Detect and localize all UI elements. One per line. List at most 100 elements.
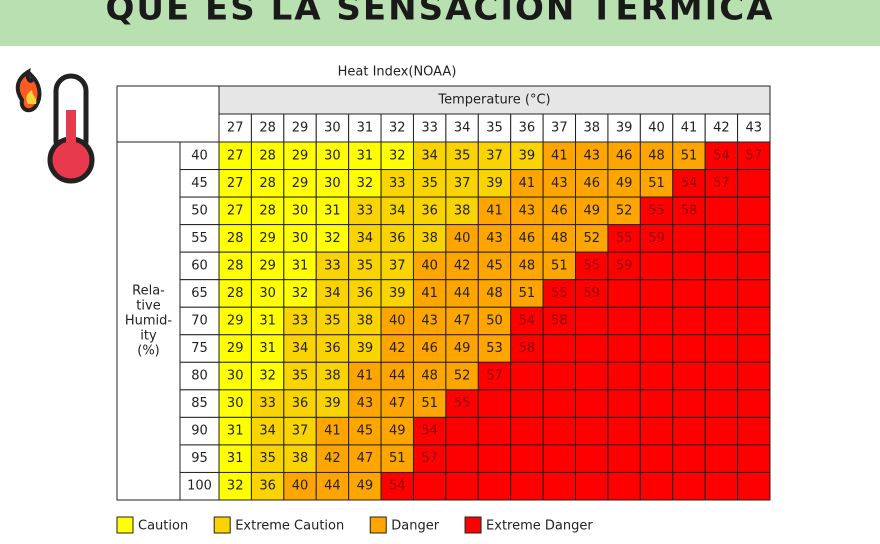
cell (737, 224, 771, 253)
cell (412, 389, 447, 418)
cell-value: 42 (454, 258, 471, 273)
cell (672, 361, 706, 391)
cell (412, 471, 447, 501)
cell (737, 389, 771, 418)
cell (704, 141, 739, 171)
cell-value: 31 (324, 203, 341, 218)
cell-value: 32 (389, 148, 406, 163)
column-label: 34 (454, 121, 471, 136)
cell-value: 30 (227, 369, 244, 384)
cell (704, 416, 739, 446)
cell (704, 279, 739, 308)
cell-value: 58 (519, 341, 536, 356)
cell (737, 196, 771, 226)
cell-value: 45 (486, 258, 503, 273)
cell-value: 51 (389, 451, 406, 466)
cell-value: 32 (259, 369, 276, 384)
cell-value: 31 (227, 451, 244, 466)
cell (607, 389, 641, 418)
cell (283, 471, 317, 501)
cell-value: 46 (519, 231, 536, 246)
cell-value: 30 (324, 176, 341, 191)
legend-swatch (213, 516, 231, 534)
cell (704, 196, 739, 226)
cell-value: 33 (389, 176, 406, 191)
cell-value: 32 (292, 286, 309, 301)
row-label-cell (179, 334, 220, 363)
cell-value: 28 (227, 258, 244, 273)
cell-value: 34 (421, 148, 438, 163)
cell-value: 36 (357, 286, 374, 301)
cell (575, 169, 609, 198)
cell-value: 28 (259, 176, 276, 191)
cell (380, 279, 414, 308)
row-label-cell (179, 416, 220, 446)
cell (672, 334, 706, 363)
cell-value: 54 (519, 314, 536, 329)
cell (250, 224, 285, 253)
cell (672, 471, 706, 501)
cell-value: 32 (324, 231, 341, 246)
cell-value: 30 (259, 286, 276, 301)
cell (315, 361, 350, 391)
column-label: 30 (324, 121, 341, 136)
cell (218, 334, 252, 363)
cell (477, 444, 512, 473)
cell-value: 39 (389, 286, 406, 301)
column-label: 31 (357, 121, 374, 136)
cell (283, 416, 317, 446)
cell (348, 251, 382, 281)
cell-value: 29 (292, 148, 309, 163)
column-label: 35 (486, 121, 503, 136)
cell-value: 39 (357, 341, 374, 356)
cell (542, 416, 577, 446)
cell (250, 306, 285, 336)
row-label-cell (179, 361, 220, 391)
cell-value: 31 (259, 341, 276, 356)
cell-value: 41 (324, 424, 341, 439)
cell (575, 471, 609, 501)
cell-value: 52 (616, 203, 633, 218)
cell (737, 361, 771, 391)
cell-value: 27 (227, 148, 244, 163)
cell-value: 31 (357, 148, 374, 163)
row-header-line: ity (140, 329, 157, 344)
cell (639, 444, 674, 473)
column-label: 41 (681, 121, 698, 136)
cell-value: 48 (519, 258, 536, 273)
cell (737, 169, 771, 198)
cell-value: 51 (551, 258, 568, 273)
row-label: 95 (191, 451, 208, 466)
cell (477, 196, 512, 226)
header-band (0, 0, 880, 46)
cell-value: 48 (551, 231, 568, 246)
cell (607, 306, 641, 336)
cell-value: 40 (421, 258, 438, 273)
cell (672, 444, 706, 473)
cell (510, 306, 544, 336)
cell-value: 30 (292, 231, 309, 246)
cell (315, 471, 350, 501)
column-cell (607, 113, 641, 143)
cell-value: 37 (292, 424, 309, 439)
row-label: 40 (191, 148, 208, 163)
cell (704, 306, 739, 336)
cell (575, 444, 609, 473)
cell (380, 389, 414, 418)
cell (704, 334, 739, 363)
cell (542, 251, 577, 281)
cell-value: 55 (551, 286, 568, 301)
column-cell (542, 113, 577, 143)
cell (510, 444, 544, 473)
cell-value: 52 (583, 231, 600, 246)
cell (380, 416, 414, 446)
cell (283, 279, 317, 308)
cell (250, 389, 285, 418)
cell-value: 50 (486, 314, 503, 329)
cell (704, 444, 739, 473)
cell-value: 57 (421, 451, 438, 466)
cell (737, 334, 771, 363)
column-label: 27 (227, 121, 244, 136)
cell-value: 51 (421, 396, 438, 411)
